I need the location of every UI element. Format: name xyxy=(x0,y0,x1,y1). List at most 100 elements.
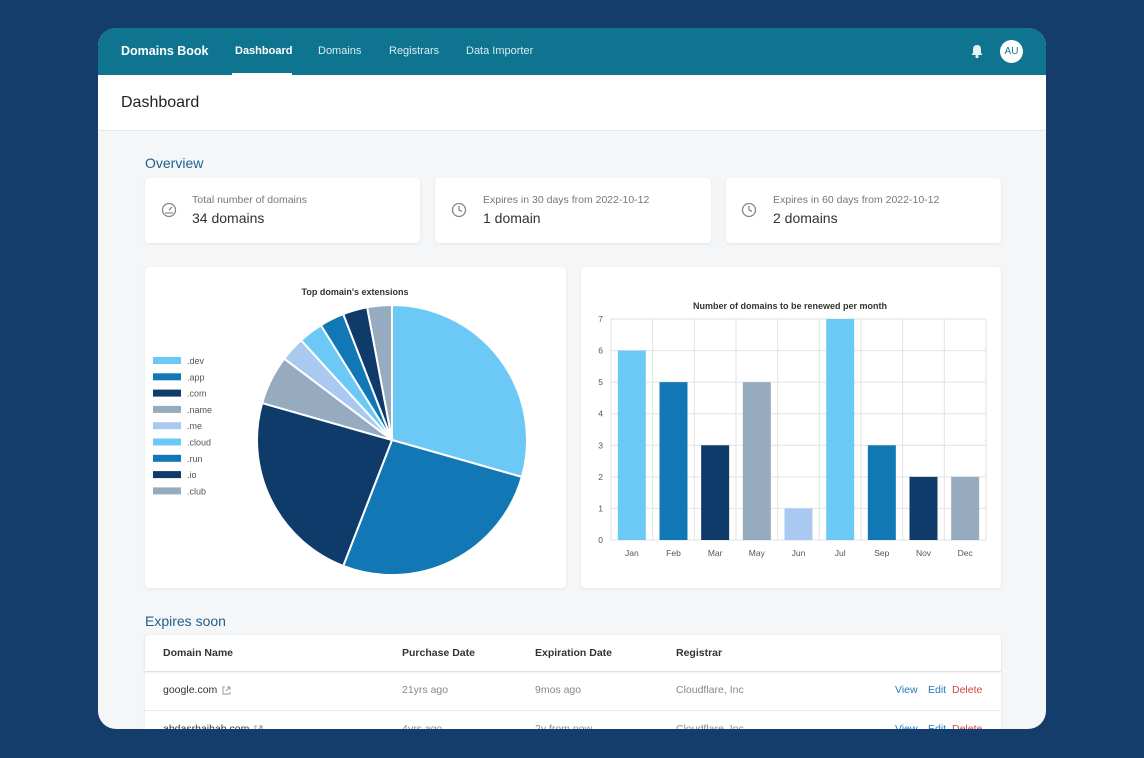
column-header: Purchase Date xyxy=(402,647,475,659)
legend-swatch xyxy=(153,471,181,479)
x-tick-label: Sep xyxy=(874,548,889,558)
bell-icon[interactable] xyxy=(969,43,985,59)
x-tick-label: Mar xyxy=(708,548,723,558)
chart-title: Top domain's extensions xyxy=(302,287,409,297)
table-cell: Cloudflare, Inc xyxy=(676,723,744,729)
active-indicator xyxy=(232,73,292,75)
x-tick-label: Dec xyxy=(958,548,974,558)
legend-label: .run xyxy=(187,454,203,464)
domain-link[interactable]: abdasrhaihab.com xyxy=(163,723,263,729)
legend-label: .me xyxy=(187,421,202,431)
legend-label: .app xyxy=(187,372,205,382)
legend-label: .cloud xyxy=(187,438,211,448)
table: Domain Name Purchase Date Expiration Date R… xyxy=(145,635,1001,729)
legend-swatch xyxy=(153,454,181,462)
section-title: Expires soon xyxy=(145,613,226,629)
x-tick-label: Nov xyxy=(916,548,932,558)
stat-card: Expires in 60 days from 2022-10-12 2 dom… xyxy=(726,178,1001,243)
x-tick-label: Jul xyxy=(835,548,846,558)
page-title: Dashboard xyxy=(121,94,200,111)
stat-value: 1 domain xyxy=(483,210,541,226)
y-tick-label: 1 xyxy=(598,503,603,513)
legend-label: .dev xyxy=(187,356,205,366)
legend-label: .io xyxy=(187,470,197,480)
legend-swatch xyxy=(153,422,181,430)
y-tick-label: 5 xyxy=(598,377,603,387)
pie-slice xyxy=(391,303,528,479)
table-cell: 2y from now xyxy=(535,723,593,729)
brand[interactable]: Domains Book xyxy=(121,44,209,58)
clock-icon xyxy=(741,202,757,218)
table-cell: 9mos ago xyxy=(535,684,582,696)
bar xyxy=(867,445,896,540)
x-tick-label: Feb xyxy=(666,548,681,558)
stat-label: Expires in 60 days from 2022-10-12 xyxy=(773,194,940,206)
bar xyxy=(909,476,938,540)
gauge-icon xyxy=(161,202,177,218)
bar xyxy=(951,476,980,540)
column-header: Registrar xyxy=(676,647,723,659)
bar xyxy=(701,445,730,540)
page-header: Dashboard xyxy=(98,75,1046,131)
nav-link[interactable]: Data Importer xyxy=(466,45,534,57)
pie-chart: Top domain's extensions .dev .app .com .name… xyxy=(153,287,528,576)
legend-swatch xyxy=(153,357,181,364)
bar xyxy=(742,382,771,540)
row-action[interactable]: Edit xyxy=(928,723,947,729)
chart-title: Number of domains to be renewed per mont… xyxy=(693,301,887,311)
external-link-icon[interactable] xyxy=(221,685,232,696)
section-title: Overview xyxy=(145,155,204,171)
x-tick-label: Jan xyxy=(625,548,639,558)
nav-link[interactable]: Registrars xyxy=(389,45,440,57)
legend-swatch xyxy=(153,405,181,413)
legend-swatch xyxy=(153,389,181,397)
y-tick-label: 7 xyxy=(598,314,603,324)
table-cell: 4yrs ago xyxy=(402,723,443,729)
row-action[interactable]: View xyxy=(895,684,918,696)
stat-value: 2 domains xyxy=(773,210,838,226)
legend-swatch xyxy=(153,438,181,446)
y-tick-label: 6 xyxy=(598,346,603,356)
legend-swatch xyxy=(153,487,181,495)
legend-swatch xyxy=(153,373,181,381)
y-tick-label: 3 xyxy=(598,440,603,450)
chart-panel: Top domain's extensions .dev .app .com .name… xyxy=(145,267,566,588)
bar xyxy=(784,508,813,540)
nav-bar: Domains Book Dashboard Domains Registrar… xyxy=(98,28,1046,75)
stat-value: 34 domains xyxy=(192,210,265,226)
external-link-icon[interactable] xyxy=(253,724,264,729)
stat-card: Total number of domains 34 domains xyxy=(145,178,420,243)
legend-label: .com xyxy=(187,389,207,399)
app-window: Domains Book Dashboard Domains Registrar… xyxy=(98,28,1046,729)
row-action[interactable]: Delete xyxy=(952,684,983,696)
bar xyxy=(826,319,855,540)
clock-icon xyxy=(451,202,467,218)
stat-label: Total number of domains xyxy=(192,194,307,206)
bar-chart: Number of domains to be renewed per mont… xyxy=(598,301,987,558)
legend-label: .name xyxy=(187,405,212,415)
pie-slice xyxy=(366,303,393,441)
avatar[interactable]: AU xyxy=(1000,40,1023,63)
row-action[interactable]: Edit xyxy=(928,684,947,696)
bar xyxy=(617,350,646,540)
legend-label: .club xyxy=(187,486,206,496)
nav-link[interactable]: Dashboard xyxy=(235,45,293,57)
stat-label: Expires in 30 days from 2022-10-12 xyxy=(483,194,650,206)
column-header: Domain Name xyxy=(163,647,234,659)
y-tick-label: 2 xyxy=(598,472,603,482)
x-tick-label: Jun xyxy=(792,548,806,558)
column-header: Expiration Date xyxy=(535,647,613,659)
nav-link[interactable]: Domains xyxy=(318,45,362,57)
pie-slice xyxy=(256,401,394,568)
y-tick-label: 0 xyxy=(598,535,603,545)
domain-link[interactable]: google.com xyxy=(163,684,231,696)
row-action[interactable]: Delete xyxy=(952,723,983,729)
table-cell: 21yrs ago xyxy=(402,684,449,696)
table-header xyxy=(145,635,1001,672)
bar xyxy=(659,382,688,540)
chart-panel: Number of domains to be renewed per mont… xyxy=(581,267,1001,588)
row-action[interactable]: View xyxy=(895,723,918,729)
pie-slice xyxy=(341,438,524,576)
row-divider xyxy=(145,710,1001,711)
